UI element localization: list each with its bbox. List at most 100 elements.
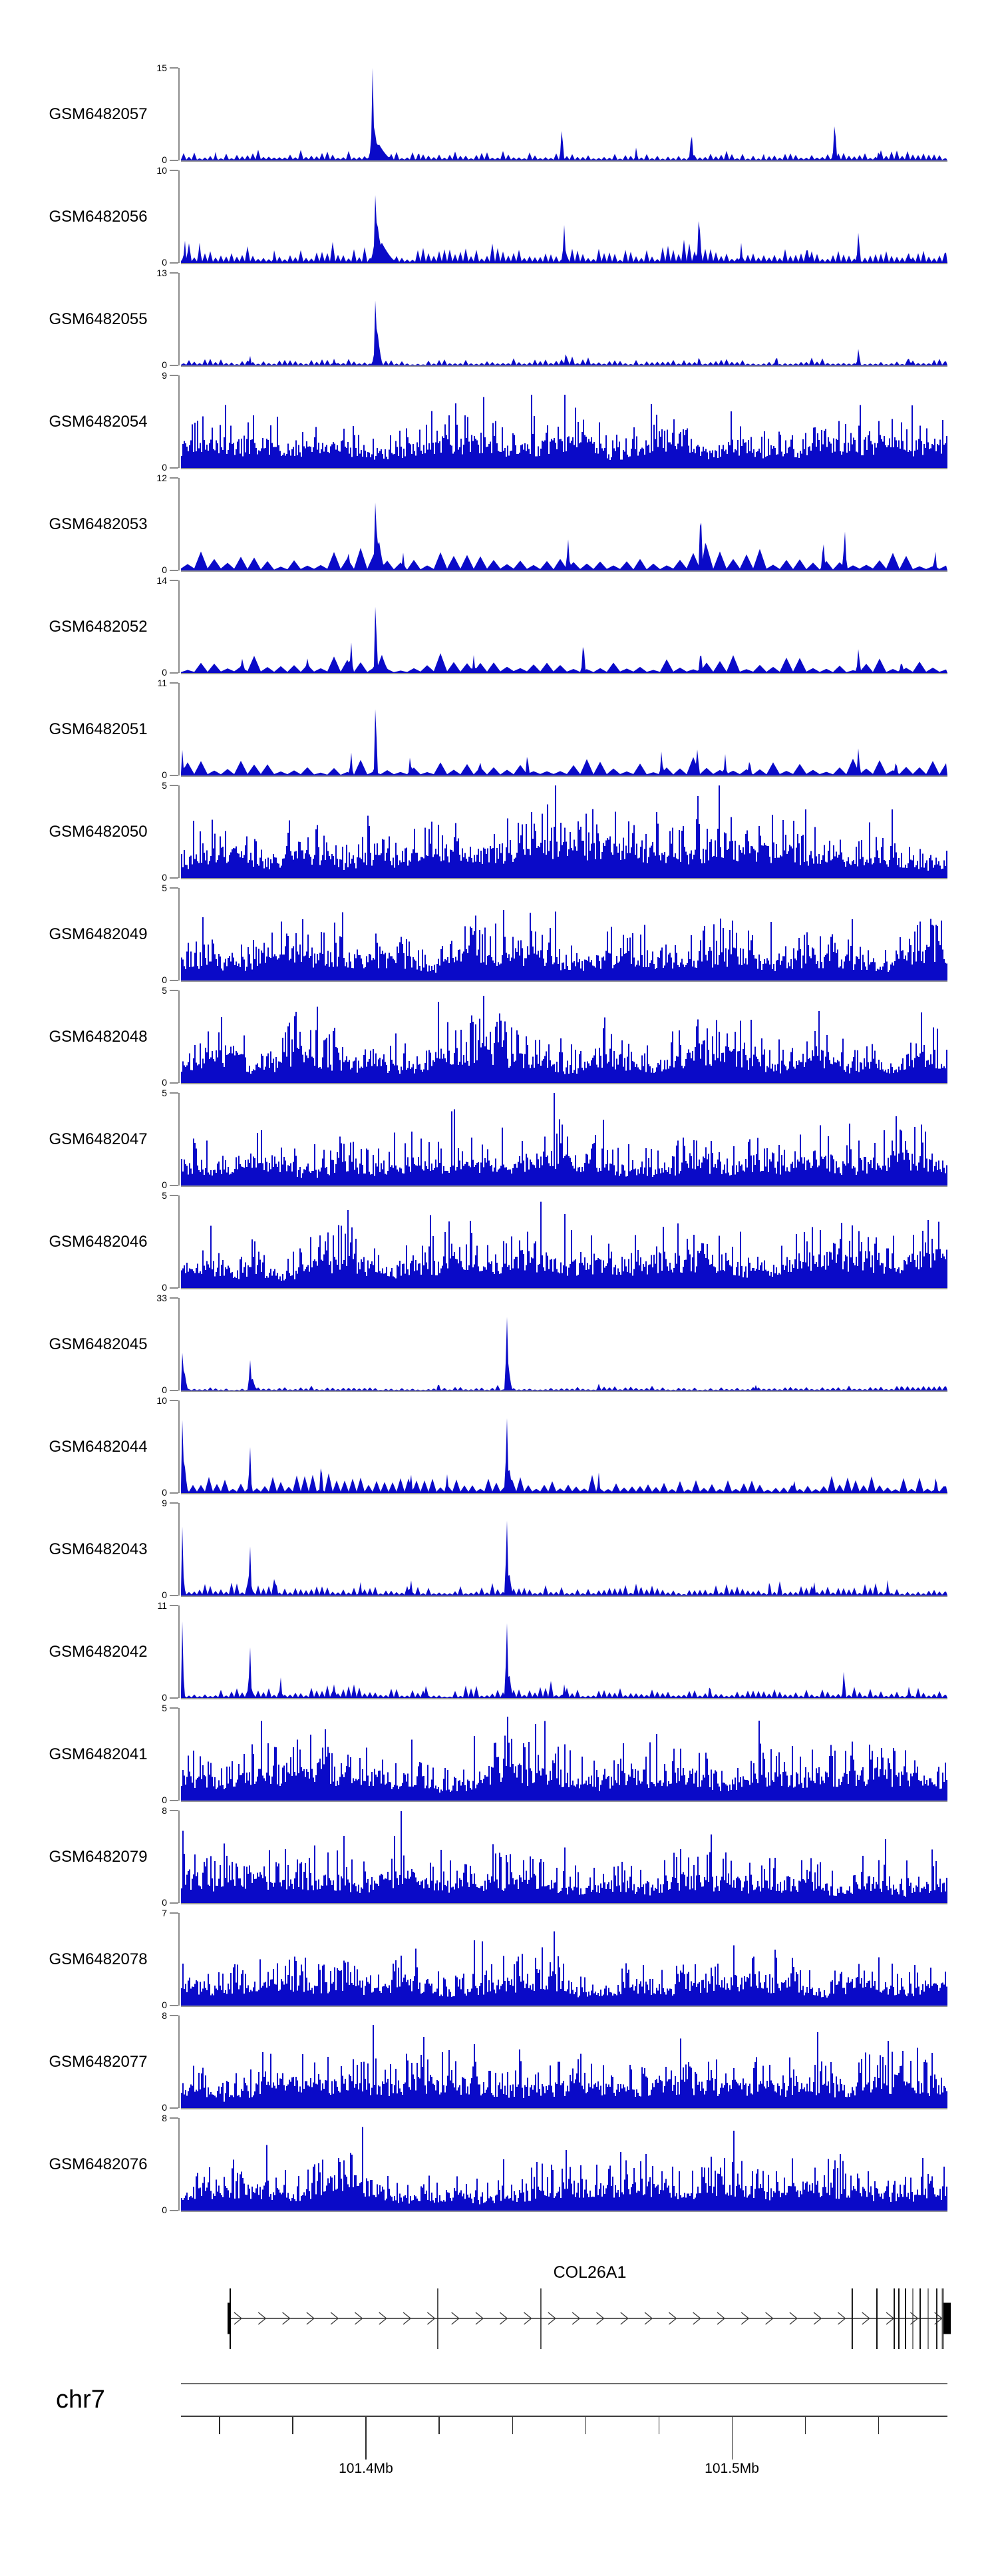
y-axis-line[interactable] [178, 990, 180, 1083]
track-label[interactable]: GSM6482049 [49, 925, 148, 943]
track-row[interactable]: GSM6482076 8 0 [0, 2113, 998, 2215]
axis-minor-tick[interactable] [219, 2417, 220, 2434]
track-baseline[interactable] [181, 570, 947, 572]
track-label[interactable]: GSM6482045 [49, 1335, 148, 1353]
y-axis-max-label[interactable]: 8 [162, 1805, 167, 1816]
y-axis-zero-label[interactable]: 0 [162, 1897, 167, 1908]
track-label[interactable]: GSM6482054 [49, 412, 148, 431]
y-axis-line[interactable] [178, 68, 180, 160]
y-axis-zero-tick[interactable] [170, 2107, 178, 2109]
y-axis-zero-tick[interactable] [170, 1697, 178, 1699]
y-axis-max-label[interactable]: 9 [162, 370, 167, 381]
y-axis-max-label[interactable]: 8 [162, 2010, 167, 2021]
track-label[interactable]: GSM6482076 [49, 2155, 148, 2173]
y-axis-zero-label[interactable]: 0 [162, 1077, 167, 1088]
track-row[interactable]: GSM6482041 5 0 [0, 1703, 998, 1805]
y-axis-line[interactable] [178, 580, 180, 673]
y-axis-max-label[interactable]: 13 [156, 268, 167, 278]
track-baseline[interactable] [181, 980, 947, 982]
y-axis-top-tick[interactable] [170, 1502, 178, 1504]
y-axis-zero-tick[interactable] [170, 1185, 178, 1186]
y-axis-line[interactable] [178, 683, 180, 775]
axis-major-tick[interactable] [731, 2417, 733, 2460]
track-baseline[interactable] [181, 775, 947, 777]
y-axis-max-label[interactable]: 10 [156, 165, 167, 176]
y-axis-max-label[interactable]: 5 [162, 1703, 167, 1713]
axis-minor-tick[interactable] [878, 2417, 880, 2434]
y-axis-zero-tick[interactable] [170, 672, 178, 674]
y-axis-zero-label[interactable]: 0 [162, 1487, 167, 1498]
axis-minor-tick[interactable] [438, 2417, 440, 2434]
track-label[interactable]: GSM6482043 [49, 1540, 148, 1558]
track-label[interactable]: GSM6482046 [49, 1232, 148, 1251]
track-baseline[interactable] [181, 365, 947, 367]
y-axis-zero-label[interactable]: 0 [162, 872, 167, 883]
y-axis-zero-tick[interactable] [170, 1902, 178, 1904]
track-label[interactable]: GSM6482051 [49, 720, 148, 738]
y-axis-line[interactable] [178, 785, 180, 878]
track-label[interactable]: GSM6482053 [49, 515, 148, 533]
axis-minor-tick[interactable] [804, 2417, 806, 2434]
track-label[interactable]: GSM6482042 [49, 1642, 148, 1661]
y-axis-top-tick[interactable] [170, 272, 178, 274]
y-axis-max-label[interactable]: 9 [162, 1498, 167, 1508]
y-axis-zero-label[interactable]: 0 [162, 2205, 167, 2215]
y-axis-max-label[interactable]: 11 [157, 678, 167, 688]
y-axis-top-tick[interactable] [170, 2117, 178, 2119]
track-baseline[interactable] [181, 1083, 947, 1084]
y-axis-max-label[interactable]: 7 [162, 1908, 167, 1918]
y-axis-zero-tick[interactable] [170, 1287, 178, 1289]
y-axis-line[interactable] [178, 1503, 180, 1596]
y-axis-line[interactable] [178, 1811, 180, 1903]
axis-minor-tick[interactable] [292, 2417, 293, 2434]
axis-tick-label[interactable]: 101.4Mb [339, 2461, 393, 2476]
y-axis-line[interactable] [178, 1400, 180, 1493]
y-axis-max-label[interactable]: 15 [156, 63, 167, 73]
track-baseline[interactable] [181, 1493, 947, 1494]
track-label[interactable]: GSM6482079 [49, 1847, 148, 1866]
y-axis-top-tick[interactable] [170, 2015, 178, 2016]
y-axis-max-label[interactable]: 5 [162, 1088, 167, 1098]
axis-major-tick[interactable] [365, 2417, 367, 2460]
y-axis-line[interactable] [178, 1708, 180, 1801]
y-axis-zero-tick[interactable] [170, 877, 178, 879]
track-baseline[interactable] [181, 1596, 947, 1597]
track-row[interactable]: GSM6482077 8 0 [0, 2010, 998, 2113]
y-axis-zero-label[interactable]: 0 [162, 1795, 167, 1805]
y-axis-zero-tick[interactable] [170, 775, 178, 776]
y-axis-top-tick[interactable] [170, 990, 178, 991]
y-axis-zero-label[interactable]: 0 [162, 359, 167, 370]
track-row[interactable]: GSM6482052 14 0 [0, 575, 998, 678]
y-axis-zero-tick[interactable] [170, 980, 178, 981]
track-baseline[interactable] [181, 1903, 947, 1904]
track-row[interactable]: GSM6482050 5 0 [0, 780, 998, 883]
track-label[interactable]: GSM6482078 [49, 1950, 148, 1968]
y-axis-top-tick[interactable] [170, 682, 178, 684]
track-row[interactable]: GSM6482046 5 0 [0, 1190, 998, 1293]
track-baseline[interactable] [181, 2108, 947, 2109]
y-axis-top-tick[interactable] [170, 1605, 178, 1606]
y-axis-top-tick[interactable] [170, 1400, 178, 1401]
track-label[interactable]: GSM6482047 [49, 1130, 148, 1148]
track-label[interactable]: GSM6482041 [49, 1745, 148, 1763]
y-axis-line[interactable] [178, 1606, 180, 1698]
track-label[interactable]: GSM6482044 [49, 1437, 148, 1456]
track-label[interactable]: GSM6482057 [49, 105, 148, 123]
y-axis-zero-label[interactable]: 0 [162, 667, 167, 678]
y-axis-zero-label[interactable]: 0 [162, 1180, 167, 1190]
y-axis-zero-tick[interactable] [170, 570, 178, 571]
y-axis-top-tick[interactable] [170, 580, 178, 581]
y-axis-zero-tick[interactable] [170, 160, 178, 161]
y-axis-zero-label[interactable]: 0 [162, 1692, 167, 1703]
y-axis-max-label[interactable]: 5 [162, 1190, 167, 1201]
y-axis-max-label[interactable]: 5 [162, 985, 167, 996]
track-baseline[interactable] [181, 1288, 947, 1289]
track-row[interactable]: GSM6482047 5 0 [0, 1088, 998, 1190]
y-axis-zero-label[interactable]: 0 [162, 1590, 167, 1600]
track-row[interactable]: GSM6482057 15 0 [0, 63, 998, 165]
track-row[interactable]: GSM6482042 11 0 [0, 1600, 998, 1703]
y-axis-zero-label[interactable]: 0 [162, 462, 167, 473]
track-row[interactable]: GSM6482044 10 0 [0, 1395, 998, 1498]
track-baseline[interactable] [181, 1801, 947, 1802]
y-axis-top-tick[interactable] [170, 1912, 178, 1914]
